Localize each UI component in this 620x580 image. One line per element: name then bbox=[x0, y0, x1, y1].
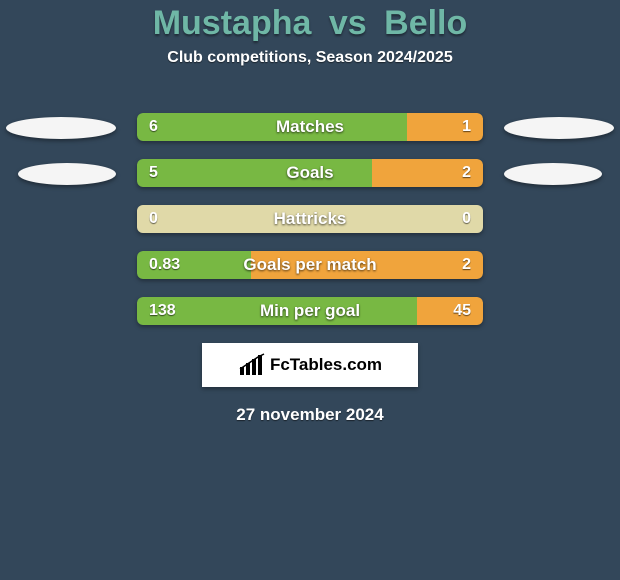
stat-row: 61Matches bbox=[0, 113, 620, 141]
bar-right bbox=[251, 251, 483, 279]
stat-bar: 61Matches bbox=[137, 113, 483, 141]
stat-row: 0.832Goals per match bbox=[0, 251, 620, 279]
subtitle: Club competitions, Season 2024/2025 bbox=[0, 49, 620, 67]
stat-row: 00Hattricks bbox=[0, 205, 620, 233]
page-title: Mustapha vs Bello bbox=[0, 0, 620, 43]
left-value: 138 bbox=[137, 297, 188, 325]
team-shape-right bbox=[504, 163, 602, 185]
stat-row: 52Goals bbox=[0, 159, 620, 187]
stat-bar: 13845Min per goal bbox=[137, 297, 483, 325]
date-label: 27 november 2024 bbox=[0, 405, 620, 425]
stat-bar: 0.832Goals per match bbox=[137, 251, 483, 279]
bar-neutral bbox=[137, 205, 483, 233]
stat-bar: 00Hattricks bbox=[137, 205, 483, 233]
player1-name: Mustapha bbox=[153, 4, 312, 42]
left-value: 0 bbox=[137, 205, 170, 233]
team-shape-right bbox=[504, 117, 614, 139]
team-shape-left bbox=[6, 117, 116, 139]
right-value: 1 bbox=[450, 113, 483, 141]
left-value: 5 bbox=[137, 159, 170, 187]
stat-bar: 52Goals bbox=[137, 159, 483, 187]
right-value: 0 bbox=[450, 205, 483, 233]
brand-text: FcTables.com bbox=[270, 355, 382, 375]
vs-label: vs bbox=[329, 4, 367, 42]
right-value: 2 bbox=[450, 159, 483, 187]
stat-row: 13845Min per goal bbox=[0, 297, 620, 325]
right-value: 2 bbox=[450, 251, 483, 279]
left-value: 0.83 bbox=[137, 251, 192, 279]
bar-left bbox=[137, 113, 407, 141]
team-shape-left bbox=[18, 163, 116, 185]
left-value: 6 bbox=[137, 113, 170, 141]
bar-left bbox=[137, 159, 372, 187]
stats-chart: 61Matches52Goals00Hattricks0.832Goals pe… bbox=[0, 113, 620, 325]
right-value: 45 bbox=[441, 297, 483, 325]
player2-name: Bello bbox=[384, 4, 467, 42]
bars-icon bbox=[238, 353, 266, 377]
brand-card: FcTables.com bbox=[202, 343, 418, 387]
